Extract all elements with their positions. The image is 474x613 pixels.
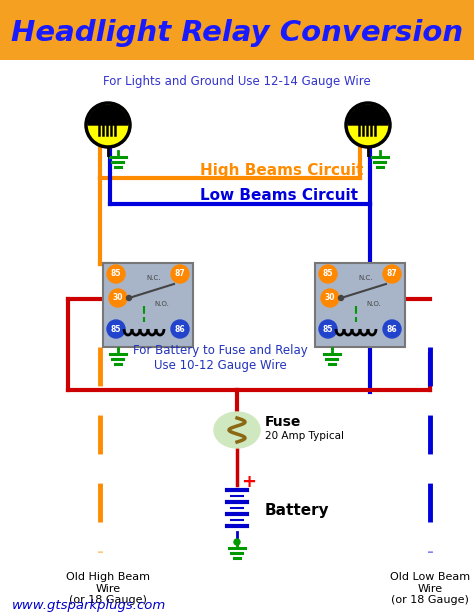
Circle shape — [383, 265, 401, 283]
Text: Old Low Beam
Wire
(or 18 Gauge): Old Low Beam Wire (or 18 Gauge) — [390, 572, 470, 605]
Circle shape — [107, 320, 125, 338]
Text: 20 Amp Typical: 20 Amp Typical — [265, 431, 344, 441]
Circle shape — [127, 295, 131, 300]
Circle shape — [321, 289, 339, 307]
Text: For Battery to Fuse and Relay
Use 10-12 Gauge Wire: For Battery to Fuse and Relay Use 10-12 … — [133, 344, 307, 372]
FancyBboxPatch shape — [103, 263, 193, 347]
Circle shape — [171, 320, 189, 338]
Text: 85: 85 — [323, 270, 333, 278]
Circle shape — [109, 289, 127, 307]
Circle shape — [86, 103, 130, 147]
Text: 86: 86 — [387, 324, 397, 333]
Text: 30: 30 — [325, 294, 335, 302]
Text: www.gtsparkplugs.com: www.gtsparkplugs.com — [12, 600, 166, 612]
Text: N.C.: N.C. — [147, 275, 161, 281]
Text: 85: 85 — [323, 324, 333, 333]
Text: N.C.: N.C. — [359, 275, 373, 281]
Text: 85: 85 — [111, 270, 121, 278]
Text: For Lights and Ground Use 12-14 Gauge Wire: For Lights and Ground Use 12-14 Gauge Wi… — [103, 75, 371, 88]
Text: 86: 86 — [175, 324, 185, 333]
Text: High Beams Circuit: High Beams Circuit — [200, 162, 364, 178]
Circle shape — [346, 103, 390, 147]
Text: N.O.: N.O. — [366, 301, 382, 307]
FancyBboxPatch shape — [0, 0, 474, 60]
Text: Old High Beam
Wire
(or 18 Gauge): Old High Beam Wire (or 18 Gauge) — [66, 572, 150, 605]
Text: Headlight Relay Conversion: Headlight Relay Conversion — [11, 19, 463, 47]
Circle shape — [319, 320, 337, 338]
Ellipse shape — [214, 412, 260, 448]
Text: 87: 87 — [174, 270, 185, 278]
Circle shape — [383, 320, 401, 338]
Text: 85: 85 — [111, 324, 121, 333]
Circle shape — [171, 265, 189, 283]
Circle shape — [107, 265, 125, 283]
Text: Battery: Battery — [265, 503, 329, 517]
Circle shape — [338, 295, 344, 300]
Circle shape — [319, 265, 337, 283]
Wedge shape — [88, 105, 128, 125]
Text: +: + — [241, 473, 256, 491]
Text: 87: 87 — [387, 270, 397, 278]
Wedge shape — [348, 105, 388, 125]
Text: N.O.: N.O. — [155, 301, 169, 307]
Text: Fuse: Fuse — [265, 415, 301, 429]
Circle shape — [234, 539, 240, 545]
Text: Low Beams Circuit: Low Beams Circuit — [200, 189, 358, 204]
FancyBboxPatch shape — [315, 263, 405, 347]
Text: 30: 30 — [113, 294, 123, 302]
